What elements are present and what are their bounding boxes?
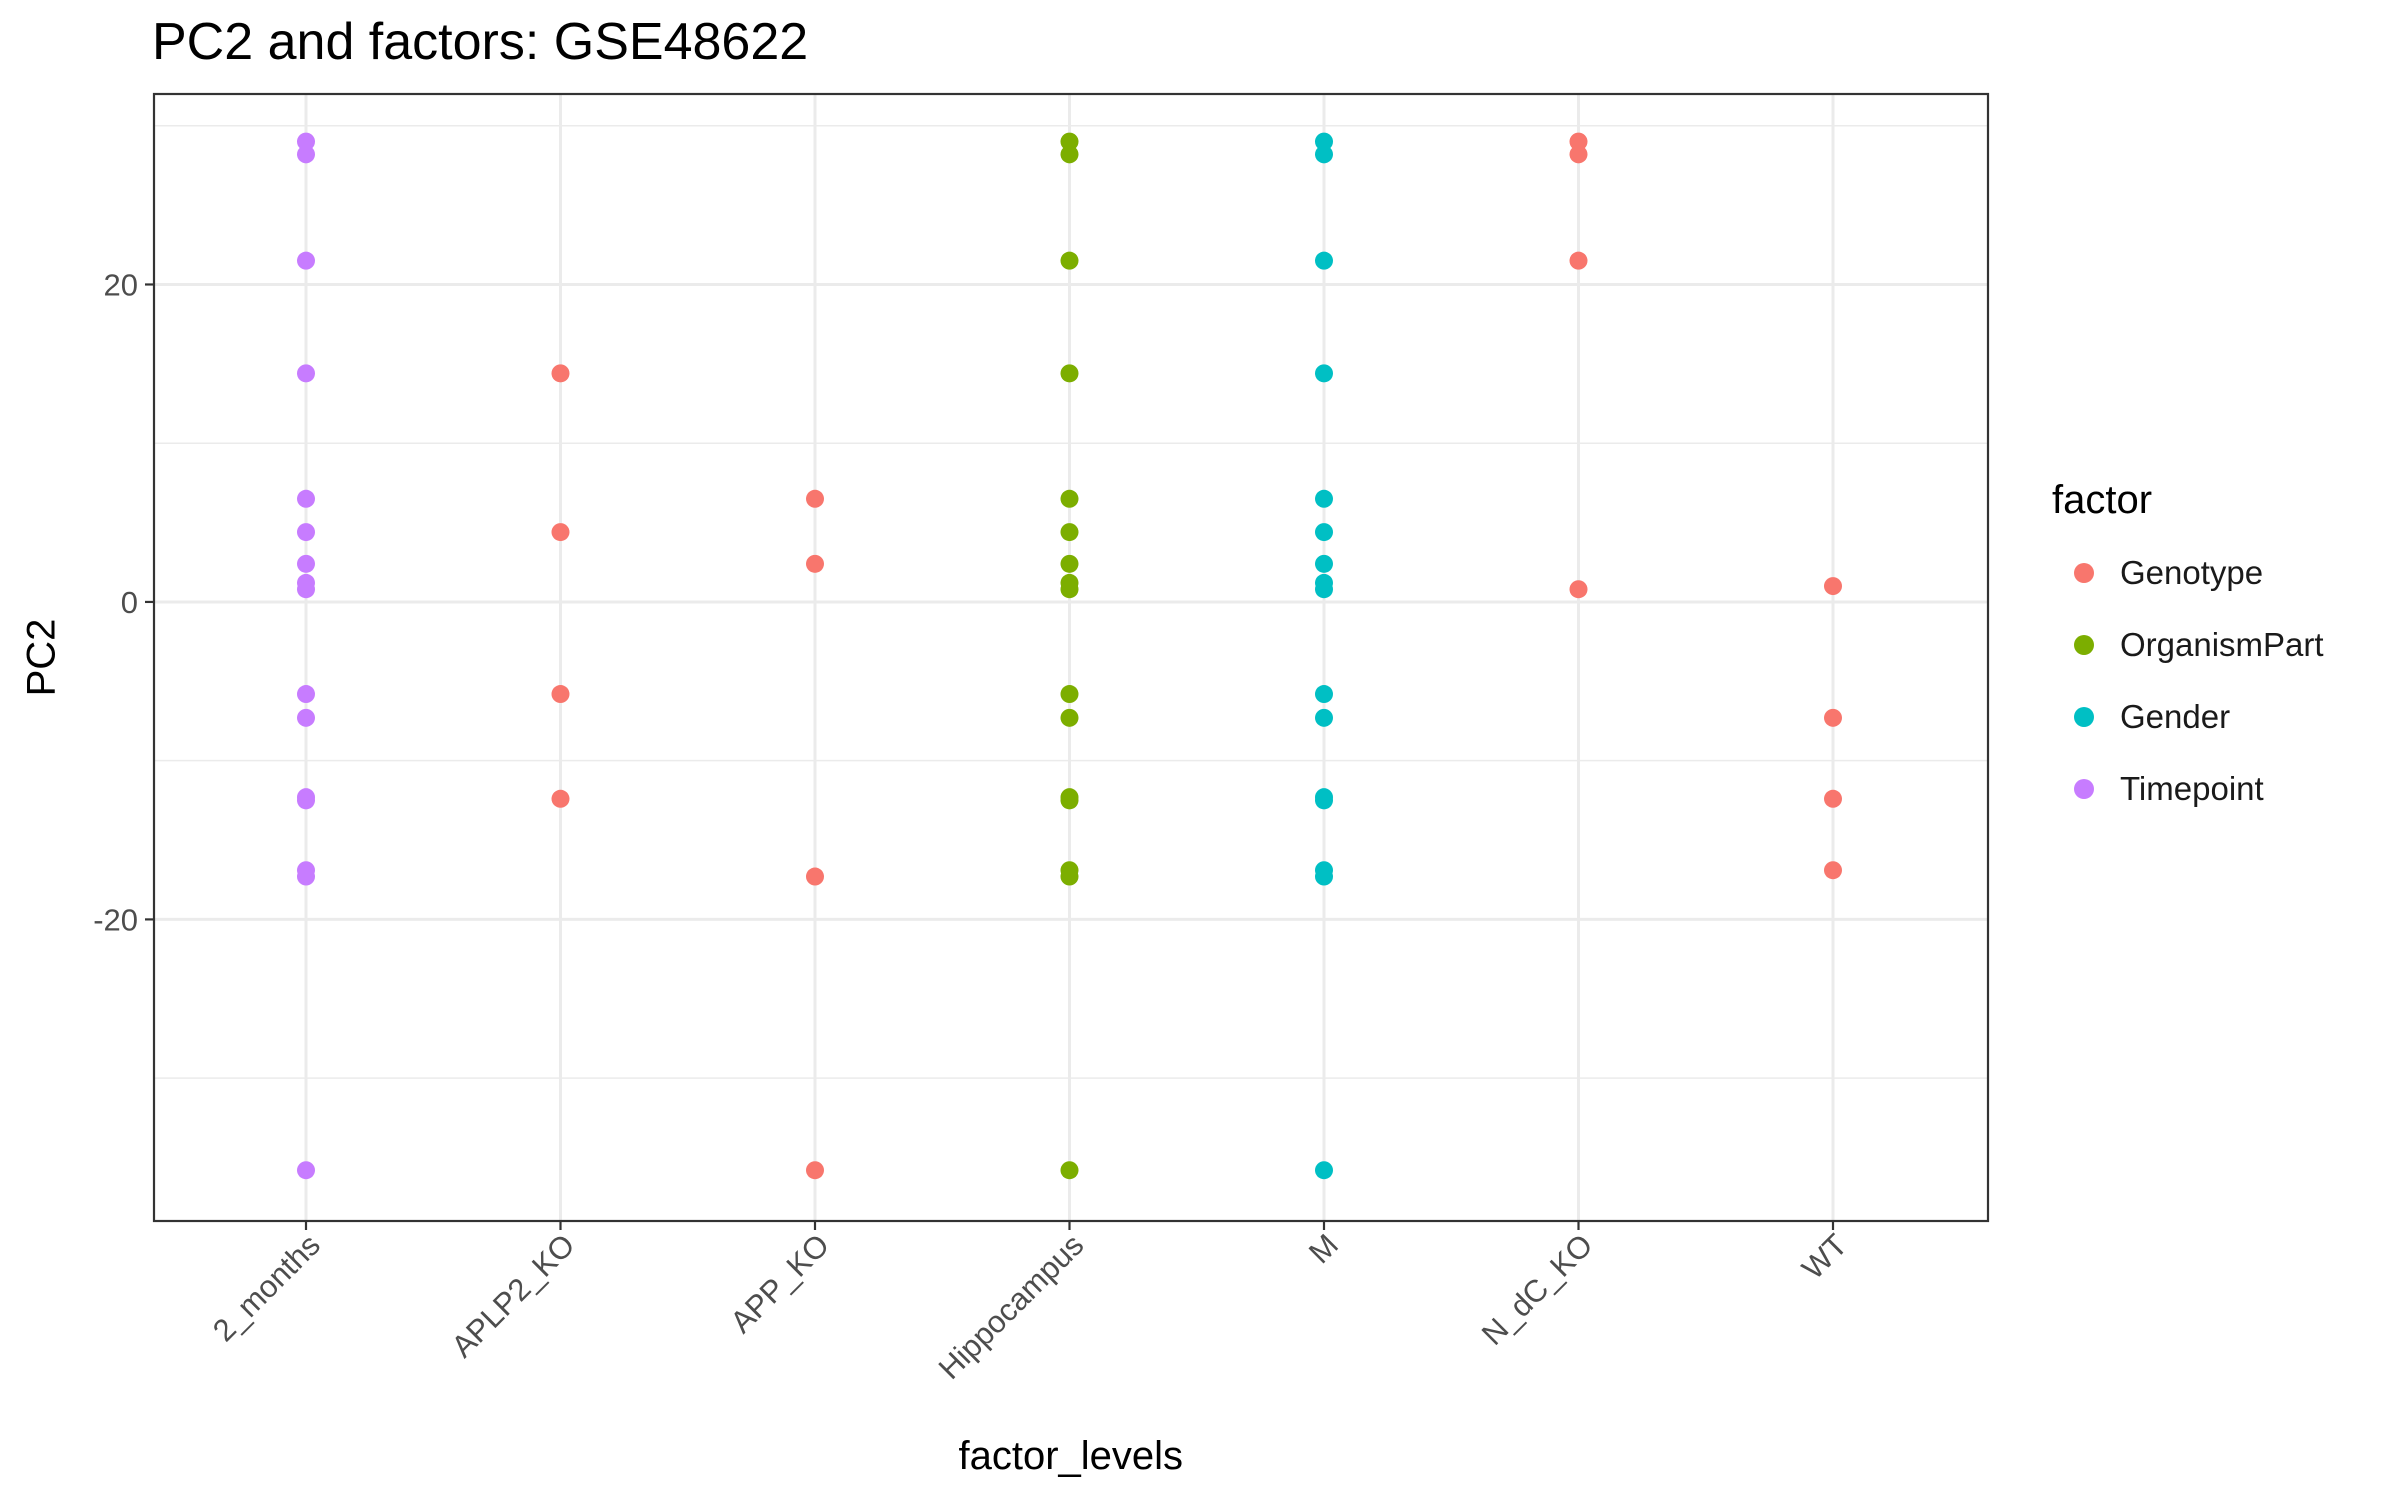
data-point-timepoint [297, 1161, 315, 1180]
data-point-gender [1315, 685, 1333, 704]
data-point-gender [1315, 867, 1333, 886]
x-axis-label: factor_levels [958, 1434, 1184, 1478]
x-tick-label: Hippocampus [932, 1227, 1091, 1386]
x-tick-label: APLP2_KO [445, 1227, 582, 1364]
data-point-genotype [551, 789, 570, 808]
data-point-gender [1315, 145, 1333, 164]
data-point-organismpart [1060, 708, 1079, 727]
data-point-organismpart [1060, 132, 1079, 151]
data-point-gender [1315, 364, 1333, 383]
data-point-organismpart [1060, 685, 1079, 704]
data-point-genotype [1824, 789, 1842, 808]
x-tick-label: APP_KO [723, 1227, 835, 1339]
legend-item-timepoint: Timepoint [2052, 753, 2324, 825]
legend-swatch [2074, 635, 2094, 655]
data-point-genotype [551, 523, 570, 542]
x-tick-label: 2_months [206, 1227, 327, 1348]
data-point-organismpart [1060, 145, 1079, 164]
data-point-genotype [806, 1161, 824, 1180]
y-axis-label: PC2 [19, 618, 64, 697]
data-point-genotype [1569, 580, 1588, 599]
data-point-genotype [806, 867, 824, 886]
data-point-organismpart [1060, 554, 1079, 573]
legend-title: factor [2052, 478, 2153, 522]
data-point-genotype [806, 489, 824, 508]
data-point-organismpart [1060, 867, 1079, 886]
legend-swatch [2074, 707, 2094, 727]
legend-item-genotype: Genotype [2052, 537, 2324, 609]
data-point-organismpart [1060, 1161, 1079, 1180]
legend-swatch [2074, 563, 2094, 583]
data-point-timepoint [297, 685, 315, 704]
data-points [297, 132, 1842, 1180]
chart-title: PC2 and factors: GSE48622 [152, 13, 809, 71]
data-point-gender [1315, 489, 1333, 508]
y-tick-label: -20 [93, 902, 138, 937]
legend-items: Genotype OrganismPart Gender Timepoint [2052, 537, 2324, 825]
data-point-organismpart [1060, 523, 1079, 542]
data-point-gender [1315, 1161, 1333, 1180]
x-tick-label: M [1302, 1227, 1345, 1270]
data-point-organismpart [1060, 580, 1079, 599]
data-point-timepoint [297, 132, 315, 151]
data-point-gender [1315, 132, 1333, 151]
data-point-genotype [551, 685, 570, 704]
legend-label: Genotype [2120, 554, 2264, 591]
legend-item-organismpart: OrganismPart [2052, 609, 2324, 681]
data-point-genotype [1569, 145, 1588, 164]
x-tick-label: N_dC_KO [1475, 1227, 1600, 1352]
data-point-timepoint [297, 251, 315, 270]
data-point-gender [1315, 251, 1333, 270]
data-point-gender [1315, 708, 1333, 727]
data-point-timepoint [297, 867, 315, 886]
legend-label: OrganismPart [2120, 626, 2324, 663]
grid-lines [154, 94, 1988, 1221]
data-point-genotype [1569, 251, 1588, 270]
data-point-genotype [1824, 577, 1842, 596]
legend-item-gender: Gender [2052, 681, 2324, 753]
data-point-genotype [1569, 132, 1588, 151]
legend-swatch [2074, 779, 2094, 799]
data-point-gender [1315, 554, 1333, 573]
data-point-organismpart [1060, 791, 1079, 810]
data-point-organismpart [1060, 489, 1079, 508]
data-point-organismpart [1060, 364, 1079, 383]
data-point-genotype [551, 364, 570, 383]
x-tick-label: WT [1795, 1227, 1854, 1286]
y-tick-label: 0 [121, 585, 138, 620]
panel-border [152, 92, 1990, 1223]
data-point-timepoint [297, 708, 315, 727]
data-point-gender [1315, 523, 1333, 542]
data-point-genotype [1824, 708, 1842, 727]
data-point-timepoint [297, 554, 315, 573]
legend-label: Timepoint [2120, 770, 2264, 807]
data-point-organismpart [1060, 251, 1079, 270]
data-point-timepoint [297, 580, 315, 599]
data-point-timepoint [297, 489, 315, 508]
data-point-gender [1315, 580, 1333, 599]
data-point-timepoint [297, 145, 315, 164]
data-point-gender [1315, 791, 1333, 810]
data-point-timepoint [297, 523, 315, 542]
data-point-timepoint [297, 791, 315, 810]
legend: factor Genotype OrganismPart Gender Timepoi… [2052, 478, 2324, 825]
data-point-genotype [806, 554, 824, 573]
y-axis-ticks: -20 0 20 [93, 267, 154, 937]
legend-label: Gender [2120, 698, 2231, 735]
x-axis-ticks: 2_months APLP2_KO APP_KO Hippocampus M N_dC_K… [206, 1221, 1854, 1386]
data-point-timepoint [297, 364, 315, 383]
y-tick-label: 20 [104, 267, 138, 302]
data-point-genotype [1824, 861, 1842, 880]
